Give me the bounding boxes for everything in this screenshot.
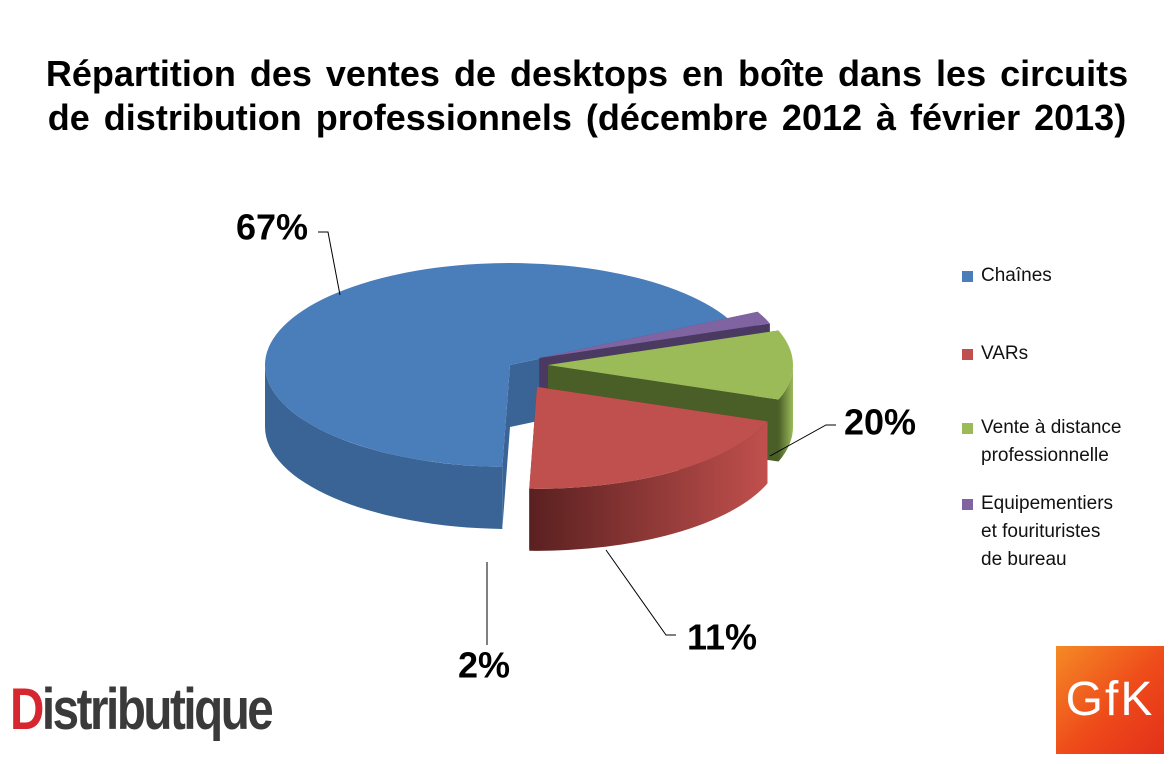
legend-label-chaines: Chaînes bbox=[981, 265, 1052, 286]
slice-wall-cha-nes-1 bbox=[502, 365, 510, 529]
slice-cha-nes bbox=[264, 263, 729, 467]
chart-title-line-1: Répartition des ventes de desktops en bo… bbox=[45, 53, 1129, 94]
legend-label-vente-distance: Vente à distance professionnelle bbox=[981, 417, 1122, 466]
legend-swatch-vars bbox=[962, 349, 973, 360]
data-label-vente-distance-professionnelle: 11% bbox=[687, 617, 757, 658]
legend-swatch-equipementiers bbox=[962, 499, 973, 510]
legend-item-chaines: Chaînes bbox=[962, 262, 1141, 290]
data-label-equipementiers-et-fourituristes-de-bureau: 2% bbox=[458, 645, 510, 686]
gfk-logo: GfK bbox=[1056, 646, 1164, 754]
slice-equipementiers-et-fourituristes-de-bureau bbox=[539, 311, 770, 359]
legend-swatch-vente-distance bbox=[962, 423, 973, 434]
legend-label-vars: VARs bbox=[981, 343, 1029, 364]
leader-line-cha-nes bbox=[318, 231, 341, 296]
data-label-vars: 20% bbox=[844, 402, 916, 443]
data-label-cha-nes: 67% bbox=[236, 207, 308, 248]
slice-side-cha-nes bbox=[265, 365, 503, 529]
legend-label-equipementiers: Equipementiers et fourituristes de burea… bbox=[981, 493, 1114, 570]
legend-swatch-chaines bbox=[962, 271, 973, 282]
slice-vars bbox=[529, 386, 768, 489]
chart-title: Répartition des ventes de desktops en bo… bbox=[0, 52, 1174, 140]
legend-item-equipementiers: Equipementiers et fourituristes de burea… bbox=[962, 490, 1141, 574]
leader-line-vente-distance-professionnelle bbox=[605, 549, 676, 636]
distributique-logo: Distributique bbox=[10, 677, 274, 742]
slice-vente-distance-professionnelle bbox=[548, 330, 793, 400]
chart-title-line-2: de distribution professionnels (décembre… bbox=[47, 97, 1127, 138]
slice-side-vars bbox=[529, 421, 768, 551]
legend-item-vente-distance: Vente à distance professionnelle bbox=[962, 414, 1141, 470]
slice-side-vente-distance-professionnelle bbox=[778, 365, 793, 462]
legend-item-vars: VARs bbox=[962, 340, 1141, 368]
leader-line-vars bbox=[769, 424, 836, 457]
